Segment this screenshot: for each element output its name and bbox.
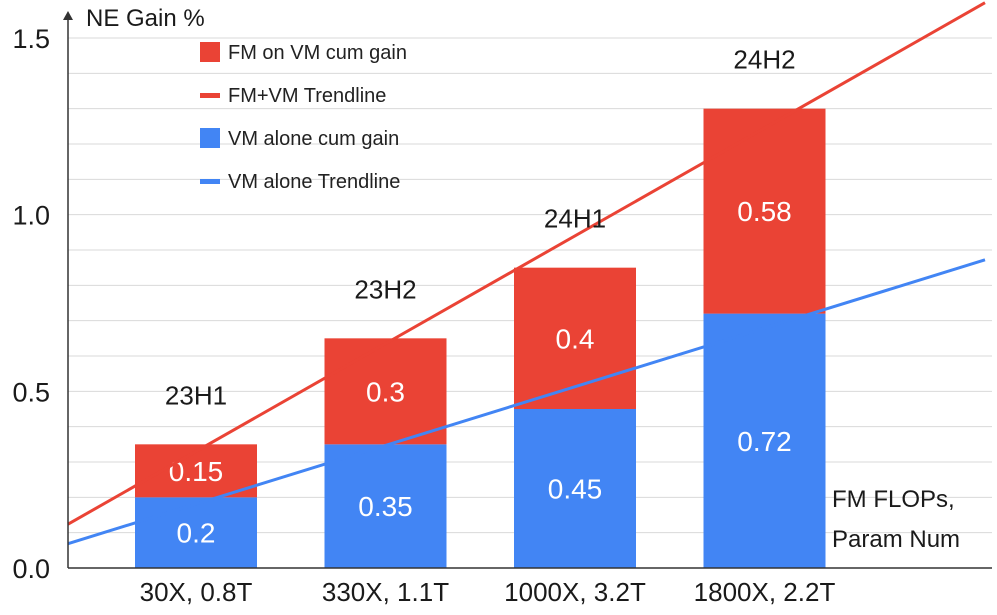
bar-value-label: 0.15 <box>169 456 224 487</box>
y-tick-labels: 0.0 0.5 1.0 1.5 <box>12 24 50 584</box>
y-tick-label: 0.0 <box>12 554 50 584</box>
bar-value-label: 0.72 <box>737 426 792 457</box>
trendline-vm-alone <box>67 258 986 546</box>
legend-label: FM+VM Trendline <box>228 85 386 107</box>
period-label: 23H1 <box>165 380 227 410</box>
legend-swatch <box>200 42 220 62</box>
x-category-label: 1000X, 3.2T <box>504 577 646 607</box>
period-label: 24H1 <box>544 204 606 234</box>
legend-label: VM alone cum gain <box>228 128 399 150</box>
legend-line-swatch <box>200 93 220 98</box>
bar-fm-on-vm <box>324 338 447 445</box>
bar-fm-on-vm <box>135 444 257 498</box>
period-labels: 23H1 23H2 24H1 24H2 <box>165 45 796 411</box>
legend-label: FM on VM cum gain <box>228 42 407 64</box>
y-tick-label: 0.5 <box>12 377 50 407</box>
trendlines <box>67 1 986 546</box>
axes <box>63 11 992 569</box>
x-category-label: 30X, 0.8T <box>140 577 253 607</box>
bar-value-label: 0.35 <box>358 491 413 522</box>
legend: FM on VM cum gain FM+VM Trendline VM alone… <box>200 42 407 193</box>
bar-value-label: 0.45 <box>548 474 603 505</box>
bar-value-label: 0.4 <box>556 323 595 354</box>
x-axis-title-line-1: FM FLOPs, <box>832 486 955 513</box>
y-axis-arrow <box>63 11 73 20</box>
y-axis-title: NE Gain % <box>86 5 205 32</box>
bar-vm-alone <box>324 444 447 568</box>
x-axis-title-line-2: Param Num <box>832 526 960 553</box>
trendline-fm-vm <box>67 1 986 526</box>
period-label: 23H2 <box>354 274 416 304</box>
x-category-label: 330X, 1.1T <box>322 577 449 607</box>
bar-vm-alone <box>135 497 257 568</box>
bar-vm-alone <box>703 313 826 568</box>
legend-line-swatch <box>200 179 220 184</box>
bar-value-label: 0.58 <box>737 196 792 227</box>
x-category-labels: 30X, 0.8T 330X, 1.1T 1000X, 3.2T 1800X, 2.2… <box>140 577 836 607</box>
legend-label: VM alone Trendline <box>228 171 400 193</box>
bar-value-label: 0.2 <box>177 518 216 549</box>
bar-vm-alone <box>514 409 636 568</box>
period-label: 24H2 <box>733 45 795 75</box>
y-tick-label: 1.0 <box>12 201 50 231</box>
x-category-label: 1800X, 2.2T <box>694 577 836 607</box>
bar-fm-on-vm <box>703 108 826 314</box>
legend-swatch <box>200 128 220 148</box>
bar-value-label: 0.3 <box>366 376 405 407</box>
y-tick-label: 1.5 <box>12 24 50 54</box>
